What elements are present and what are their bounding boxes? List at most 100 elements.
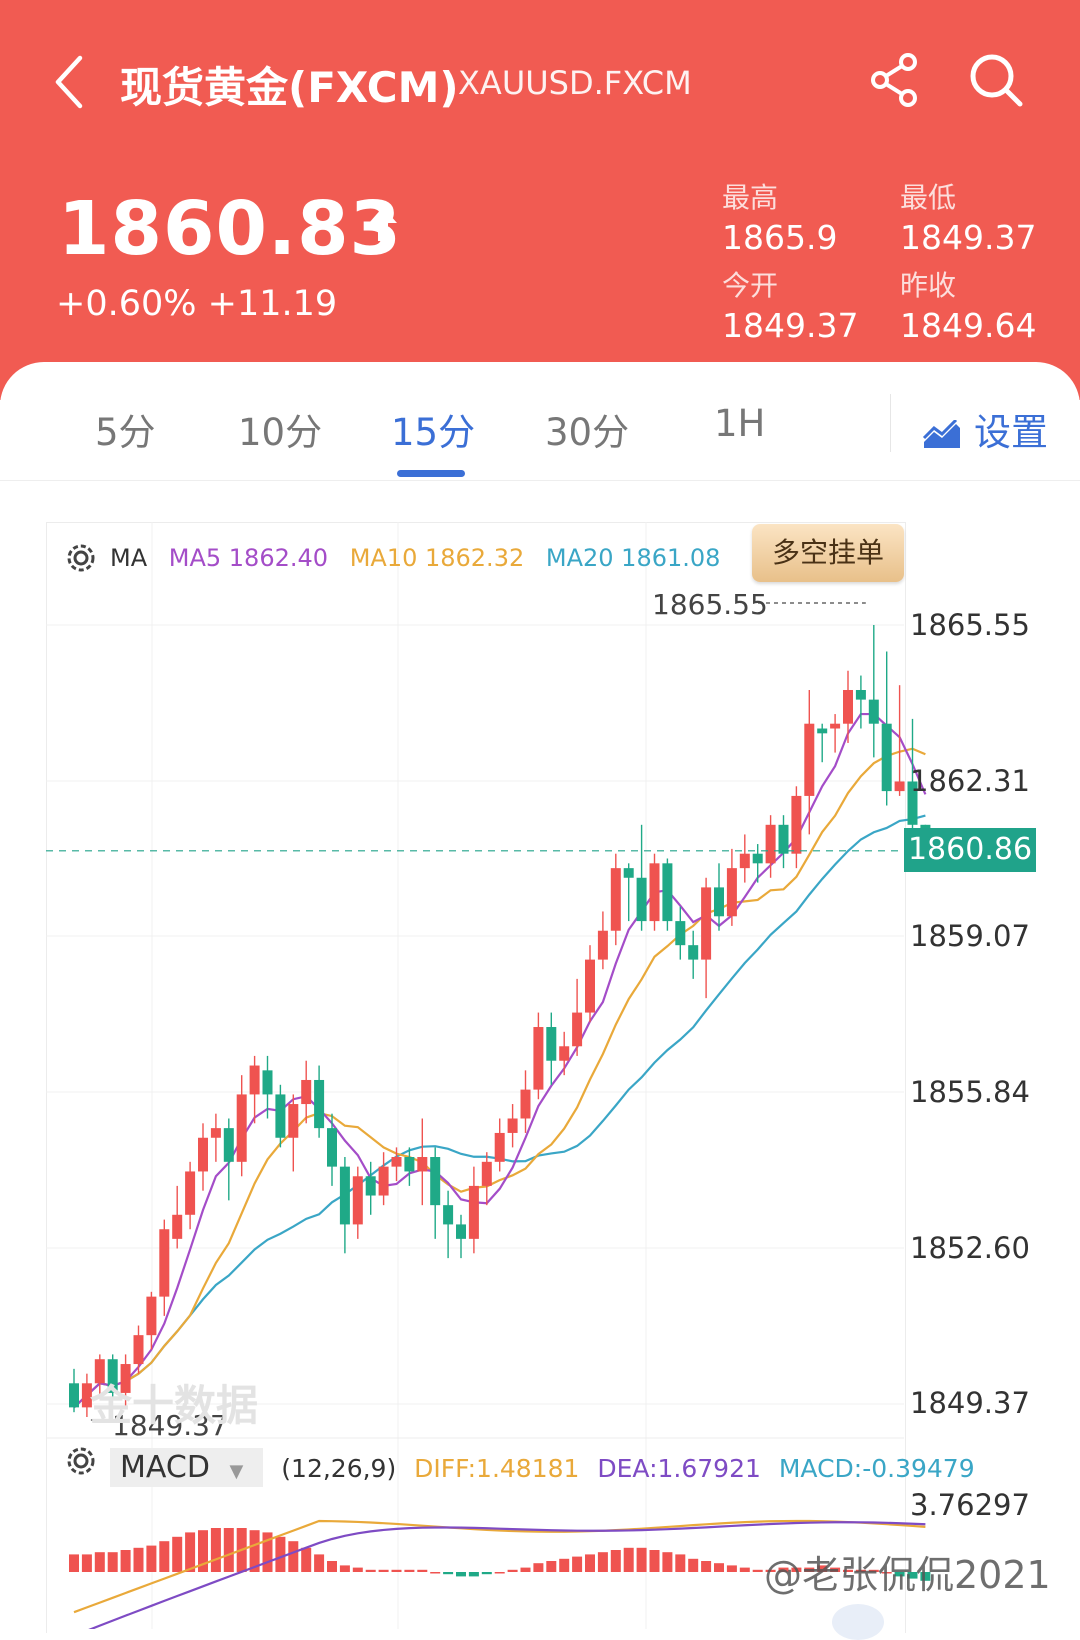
share-icon[interactable] [868, 52, 920, 108]
candle-down [675, 921, 686, 946]
settings-button[interactable]: 设置 [922, 402, 1048, 456]
candle-down [365, 1176, 376, 1196]
candle-up [172, 1214, 183, 1239]
candle-down [456, 1224, 466, 1239]
high-value: 1865.9 [722, 218, 838, 257]
macd-bar-up [714, 1563, 724, 1572]
low-value: 1849.37 [900, 218, 1037, 257]
long-short-order-button[interactable]: 多空挂单 [752, 524, 904, 582]
macd-bar-up [404, 1569, 415, 1572]
candle-down [662, 863, 673, 922]
macd-bar-up [868, 1569, 879, 1572]
ma10-value: MA10 1862.32 [349, 544, 525, 572]
candle-down [327, 1128, 337, 1167]
y-axis-label: 1849.37 [910, 1386, 1030, 1420]
macd-bar-up [314, 1554, 325, 1572]
macd-bar-up [494, 1572, 505, 1574]
diff-line [73, 1519, 926, 1614]
watermark-text: 金十数据 [90, 1381, 259, 1430]
macd-bar-up [430, 1572, 441, 1574]
macd-bar-up [817, 1565, 828, 1572]
candle-up [301, 1079, 312, 1105]
candle-up [585, 959, 595, 1013]
macd-bar-up [417, 1569, 428, 1572]
high-label: 最高 [722, 181, 779, 214]
macd-bar-up [855, 1569, 866, 1572]
macd-bar-up [275, 1536, 286, 1572]
candle-up [533, 1027, 544, 1090]
tab-1h[interactable]: 1H [714, 402, 766, 445]
macd-bar-up [107, 1552, 118, 1572]
tab-15min[interactable]: 15分 [391, 411, 476, 454]
ma-label: MA [110, 544, 148, 572]
macd-bar-up [288, 1541, 299, 1572]
tab-30min[interactable]: 30分 [545, 411, 630, 454]
macd-bar-up [133, 1547, 144, 1572]
macd-bar-up [301, 1547, 312, 1572]
macd-settings-icon[interactable] [62, 1442, 100, 1480]
macd-bar-up [636, 1547, 647, 1572]
candle-up [288, 1104, 299, 1138]
candle-up [81, 1383, 92, 1408]
macd-bar-up [546, 1561, 557, 1572]
macd-bar-up [339, 1565, 350, 1572]
instrument-code: XAUUSD.FXCM [458, 64, 692, 102]
candle-up [649, 863, 660, 922]
ma-settings-icon[interactable] [62, 539, 100, 577]
ma-legend: MA MA5 1862.40 MA10 1862.32 MA20 1861.08 [110, 544, 734, 572]
candle-up [507, 1118, 518, 1133]
settings-label: 设置 [974, 411, 1048, 454]
macd-bar-up [507, 1569, 518, 1572]
ma5-value: MA5 1862.40 [168, 544, 329, 572]
search-icon[interactable] [968, 52, 1024, 108]
candle-down [546, 1027, 557, 1061]
candle-up [843, 689, 853, 724]
candle-up [185, 1171, 196, 1215]
macd-bar-up [701, 1561, 712, 1572]
candle-up [352, 1176, 363, 1225]
tab-10min[interactable]: 10分 [238, 411, 323, 454]
y-axis-label: 1862.31 [910, 764, 1030, 798]
candle-up [726, 868, 737, 917]
macd-bar-up [249, 1530, 260, 1572]
macd-bar-up [675, 1554, 686, 1572]
up-arrow-icon [369, 207, 397, 241]
macd-bar-up [623, 1547, 634, 1572]
macd-bar-up [81, 1554, 92, 1572]
candle-up [417, 1157, 428, 1172]
macd-bar-up [791, 1567, 802, 1572]
macd-bar-up [352, 1567, 363, 1572]
candle-up [198, 1137, 208, 1172]
candle-down [107, 1359, 118, 1393]
expand-icon[interactable] [832, 1604, 884, 1640]
candle-down [868, 699, 879, 724]
macd-bar-down [481, 1572, 492, 1575]
candle-down [855, 689, 866, 700]
candle-down [881, 723, 892, 792]
ma20-value: MA20 1861.08 [545, 544, 721, 572]
y-axis-label: 1859.07 [910, 919, 1030, 953]
macd-bar-up [726, 1565, 737, 1572]
ma10-line [73, 747, 926, 1409]
macd-value: MACD:-0.39479 [778, 1454, 975, 1483]
candle-up [391, 1157, 402, 1167]
macd-bar-up [662, 1552, 673, 1572]
current-price-tag: 1860.86 [904, 828, 1036, 872]
candle-up [494, 1132, 505, 1162]
candle-down [752, 853, 763, 864]
tab-5min[interactable]: 5分 [95, 411, 156, 454]
indicator-select[interactable]: MACD ▼ [110, 1448, 264, 1487]
candle-up [94, 1359, 105, 1384]
low-label: 最低 [900, 181, 957, 214]
diff-value: DIFF:1.48181 [414, 1454, 580, 1483]
candle-down [262, 1070, 273, 1095]
candle-down [339, 1166, 350, 1225]
macd-bar-up [120, 1550, 131, 1572]
back-icon[interactable] [50, 52, 90, 112]
macd-bar-up [752, 1569, 763, 1572]
candle-down [714, 887, 724, 917]
macd-bar-up [198, 1530, 208, 1572]
candle-up [481, 1161, 492, 1186]
y-axis-label: 1855.84 [910, 1075, 1030, 1109]
